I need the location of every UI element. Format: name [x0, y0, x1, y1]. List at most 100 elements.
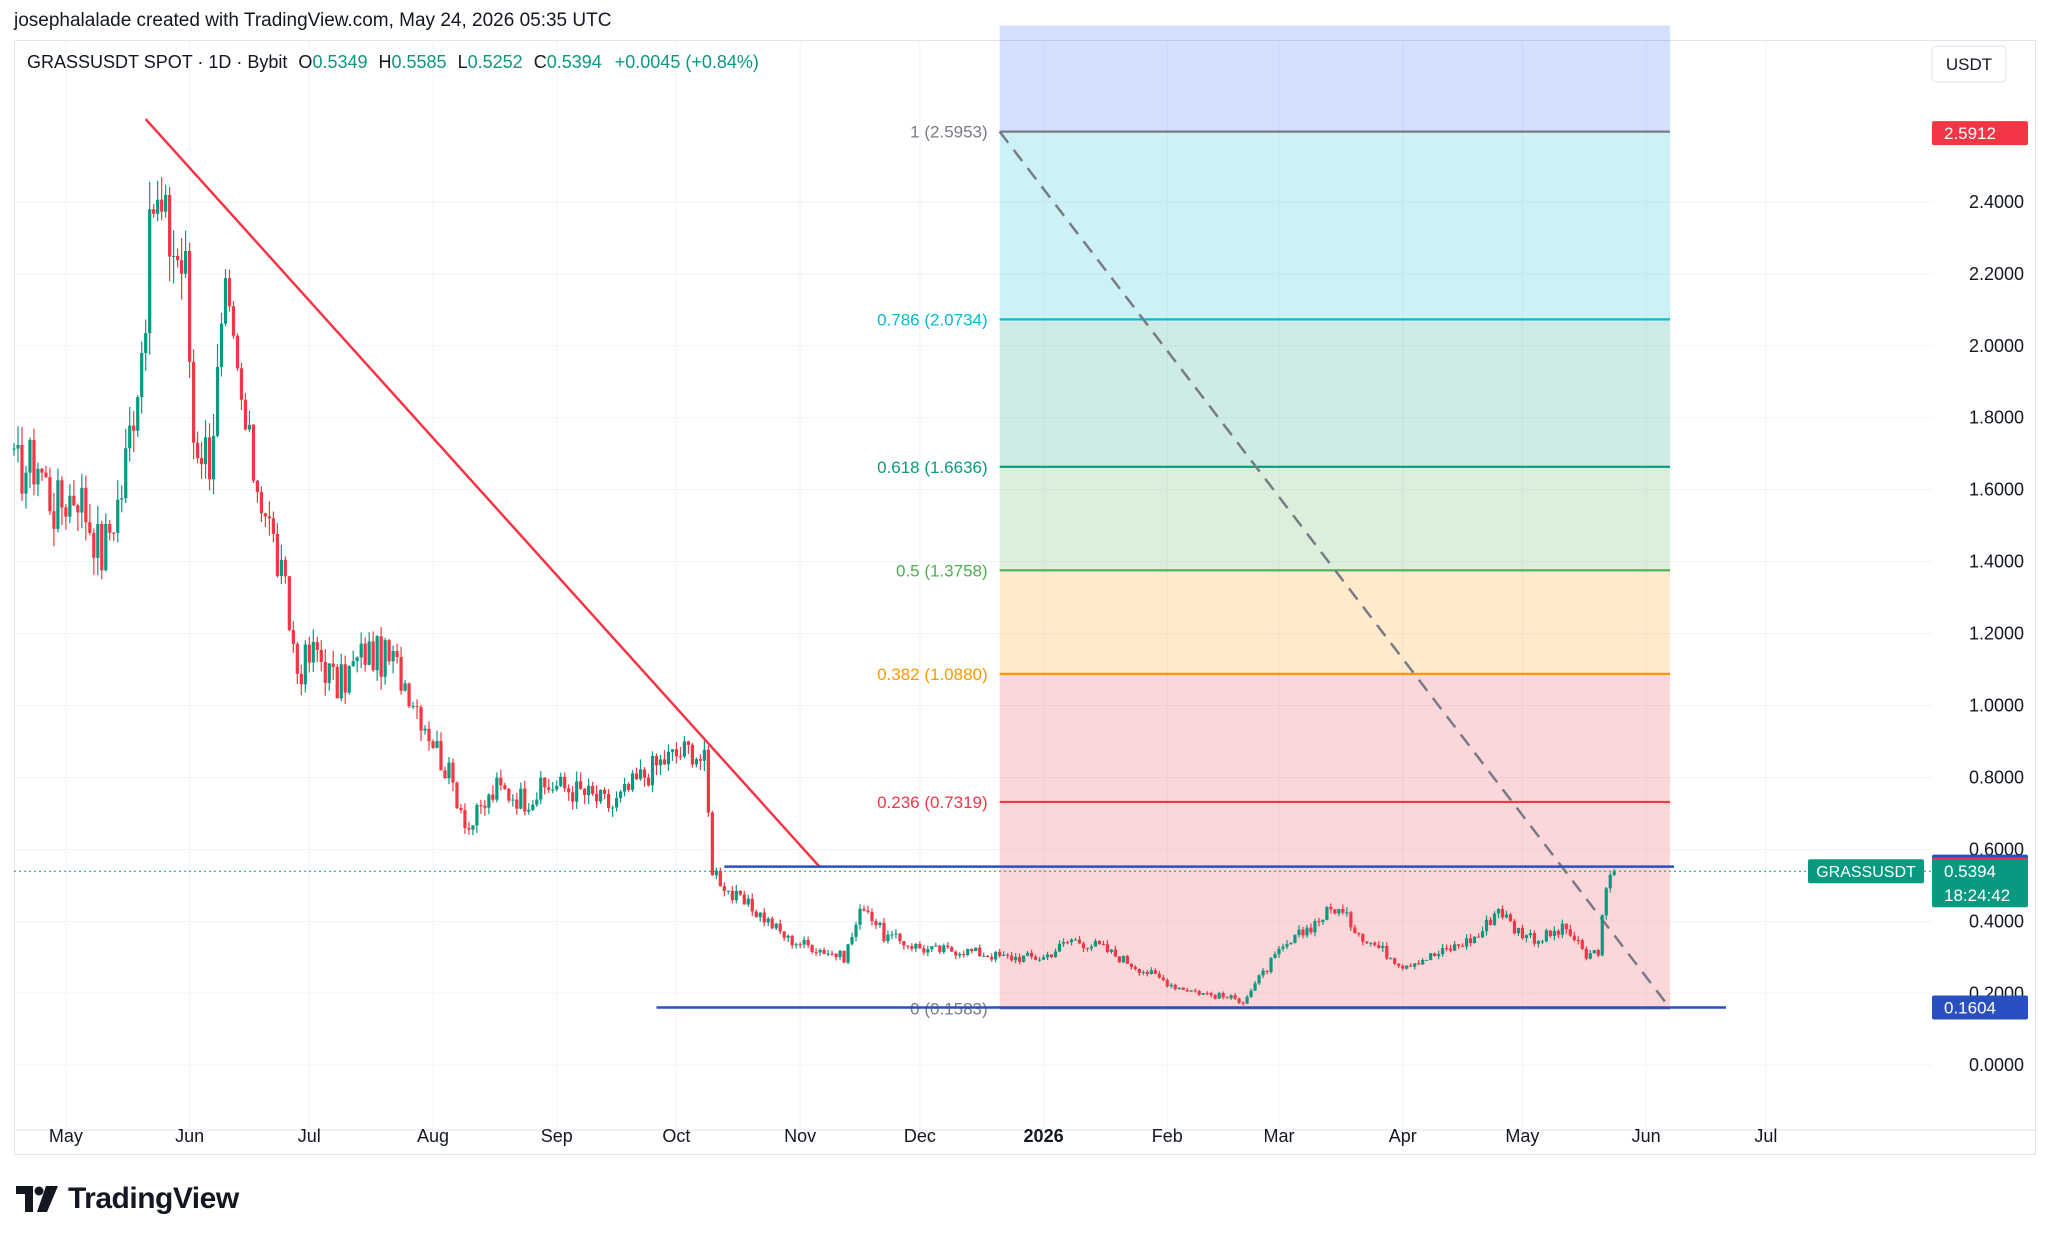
candle-body — [1596, 950, 1600, 956]
currency-selector[interactable]: USDT — [1931, 45, 2007, 83]
candle — [483, 799, 487, 816]
candle-body — [583, 788, 587, 796]
candle — [183, 230, 188, 279]
candle — [1492, 911, 1497, 927]
candle-body — [571, 792, 575, 802]
time-axis[interactable]: May Jun Jul Aug Sep Oct Nov Dec 2026 Feb Mar Apr May… — [49, 1126, 1778, 1146]
candle-body — [415, 706, 419, 708]
candle-body — [866, 910, 870, 913]
candle-body — [926, 949, 930, 953]
candle — [1213, 994, 1217, 1000]
price-axis-tick: 0.0000 — [1969, 1055, 2024, 1075]
candle-body — [1041, 957, 1046, 960]
symbol-legend: GRASSUSDT SPOT · 1D · Bybit O0.5349 H0.5… — [27, 52, 759, 73]
candle — [76, 503, 80, 532]
candle-body — [1365, 941, 1369, 944]
candle — [1349, 910, 1353, 931]
candle-body — [1564, 923, 1568, 930]
candle-body — [84, 487, 88, 523]
candle-body — [766, 918, 770, 923]
candle — [870, 908, 874, 926]
candle — [215, 343, 220, 438]
candle — [527, 803, 531, 815]
candle — [902, 940, 906, 950]
candle — [599, 789, 603, 804]
candle-body — [1520, 927, 1525, 939]
candle-body — [475, 805, 479, 826]
candle-body — [934, 945, 938, 947]
candle — [690, 742, 694, 768]
candle-body — [411, 706, 415, 708]
candle — [191, 349, 196, 460]
candle — [351, 650, 355, 668]
candle — [1365, 941, 1369, 945]
candle — [914, 942, 918, 953]
candle — [1053, 948, 1058, 958]
candle — [24, 465, 28, 509]
candle-body — [838, 950, 842, 958]
candle-body — [1213, 995, 1217, 999]
candlestick-series[interactable] — [12, 177, 1616, 1006]
candle — [1580, 938, 1584, 950]
candle — [1289, 942, 1293, 945]
candle — [654, 753, 659, 776]
candle-body — [116, 499, 120, 533]
candle — [922, 945, 926, 956]
candle-body — [1381, 946, 1385, 948]
downtrend-line[interactable] — [144, 118, 822, 869]
candle — [555, 780, 559, 792]
currency-box[interactable] — [1931, 45, 2007, 83]
candle-body — [1401, 965, 1405, 969]
candle-body — [718, 870, 722, 887]
candle-body — [419, 707, 423, 731]
candle — [798, 942, 802, 949]
candle — [1329, 903, 1333, 914]
candle — [136, 395, 140, 437]
candle-body — [1608, 874, 1612, 889]
candle — [36, 462, 40, 497]
candle-body — [387, 640, 391, 662]
candle — [279, 544, 283, 585]
candle-body — [826, 953, 830, 955]
candle — [618, 789, 623, 803]
fib-band — [999, 801, 1671, 1009]
candle — [587, 778, 591, 805]
candle-body — [1273, 954, 1277, 959]
candle — [571, 785, 575, 810]
fib-retracement[interactable]: 1 (2.5953) 0.786 (2.0734) 0.618 (1.6636) 0.… — [877, 25, 1672, 1019]
candle-body — [1161, 977, 1165, 981]
candle — [1560, 919, 1564, 939]
candle — [1389, 957, 1393, 960]
candle — [531, 800, 535, 812]
candle — [1022, 955, 1026, 963]
candle-body — [1117, 956, 1121, 963]
candle-body — [858, 908, 862, 925]
candle — [475, 803, 479, 833]
candle — [754, 909, 758, 918]
candle-body — [1065, 942, 1070, 944]
candle-body — [1221, 993, 1225, 998]
candle-body — [1389, 958, 1393, 960]
legend-change: +0.0045 (+0.84%) — [614, 52, 759, 72]
candle-body — [48, 477, 52, 512]
candle — [1049, 954, 1054, 959]
candle — [950, 945, 954, 952]
candle-body — [1476, 936, 1481, 938]
candle-body — [1548, 930, 1552, 937]
candle-body — [367, 641, 371, 665]
tradingview-logo[interactable]: TradingView — [16, 1182, 239, 1216]
candle-body — [1492, 913, 1497, 925]
candle — [575, 771, 579, 809]
candle — [471, 825, 475, 836]
candle-body — [527, 809, 531, 812]
price-axis[interactable]: 0.00000.20000.40000.60000.80001.00001.20… — [1969, 192, 2024, 1075]
candle-body — [870, 912, 874, 922]
candle — [1429, 952, 1433, 961]
candle-body — [638, 769, 643, 780]
legend-symbol[interactable]: GRASSUSDT SPOT · 1D · Bybit — [27, 52, 288, 72]
candle-body — [595, 793, 599, 802]
candle — [1453, 941, 1457, 952]
candle-body — [942, 945, 946, 953]
candle — [551, 782, 555, 794]
